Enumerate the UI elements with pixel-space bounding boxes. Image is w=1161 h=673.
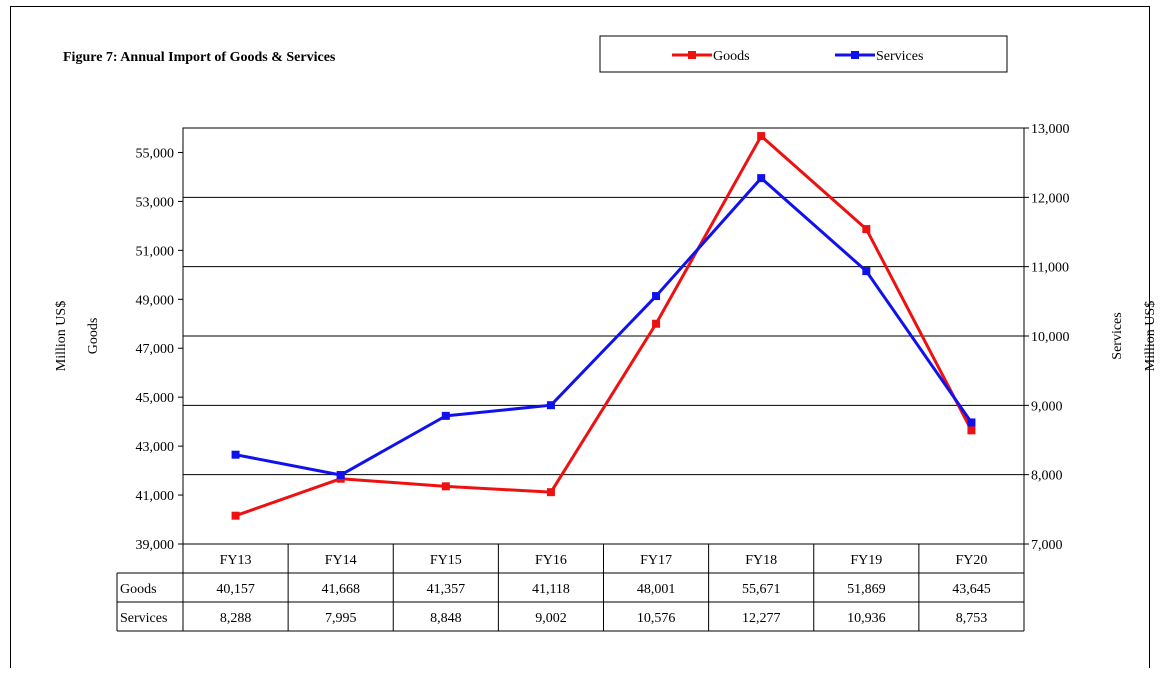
left-axis-title-line2: Goods bbox=[86, 318, 101, 355]
legend-marker-services bbox=[851, 51, 859, 59]
left-tick-label: 43,000 bbox=[136, 440, 175, 455]
category-label: FY17 bbox=[640, 553, 672, 568]
data-point-goods bbox=[546, 488, 555, 497]
table-cell: 43,645 bbox=[952, 582, 991, 597]
table-cell: 10,576 bbox=[637, 611, 676, 626]
table-cell: 8,753 bbox=[956, 611, 988, 626]
data-point-services bbox=[441, 411, 450, 420]
data-point-services bbox=[757, 174, 766, 183]
right-axis-title-line1: Services bbox=[1110, 312, 1125, 359]
left-tick-label: 47,000 bbox=[136, 342, 175, 357]
data-point-goods bbox=[862, 225, 871, 234]
category-label: FY19 bbox=[850, 553, 882, 568]
chart-frame bbox=[10, 6, 1150, 668]
table-cell: 55,671 bbox=[742, 582, 781, 597]
left-tick-label: 55,000 bbox=[136, 146, 175, 161]
table-row-label: Services bbox=[120, 611, 167, 626]
category-label: FY18 bbox=[745, 553, 777, 568]
right-tick-label: 11,000 bbox=[1031, 261, 1069, 276]
series-line-services bbox=[235, 176, 973, 477]
data-point-goods bbox=[967, 426, 976, 435]
legend-label-services: Services bbox=[876, 49, 923, 64]
legend: Goods Services bbox=[599, 35, 1008, 73]
left-tick-label: 45,000 bbox=[136, 391, 175, 406]
right-tick-label: 12,000 bbox=[1031, 191, 1070, 206]
table-cell: 12,277 bbox=[742, 611, 781, 626]
data-point-services bbox=[862, 267, 871, 276]
category-label: FY13 bbox=[220, 553, 252, 568]
right-tick-label: 13,000 bbox=[1031, 122, 1070, 137]
axis-titles: Million US$ Goods Services Million US$ bbox=[54, 301, 1158, 371]
data-point-goods bbox=[231, 511, 240, 520]
table-row-label: Goods bbox=[120, 582, 157, 597]
table-cell: 8,288 bbox=[220, 611, 252, 626]
left-tick-label: 53,000 bbox=[136, 195, 175, 210]
data-point-goods bbox=[441, 482, 450, 491]
category-label: FY16 bbox=[535, 553, 567, 568]
right-tick-label: 10,000 bbox=[1031, 330, 1070, 345]
left-axis-title-line1: Million US$ bbox=[54, 301, 69, 371]
data-point-services bbox=[546, 401, 555, 410]
category-label: FY15 bbox=[430, 553, 462, 568]
legend-label-goods: Goods bbox=[713, 49, 750, 64]
legend-marker-goods bbox=[688, 51, 696, 59]
data-point-goods bbox=[757, 132, 766, 141]
left-tick-label: 41,000 bbox=[136, 489, 175, 504]
right-axis-title-line2: Million US$ bbox=[1143, 301, 1158, 371]
right-tick-label: 7,000 bbox=[1031, 538, 1063, 553]
legend-box bbox=[599, 35, 1008, 73]
table-cell: 41,118 bbox=[532, 582, 570, 597]
table-cell: 41,357 bbox=[427, 582, 466, 597]
chart-title: Figure 7: Annual Import of Goods & Servi… bbox=[63, 50, 336, 65]
right-tick-label: 9,000 bbox=[1031, 399, 1063, 414]
right-tick-label: 8,000 bbox=[1031, 469, 1063, 484]
left-tick-label: 49,000 bbox=[136, 293, 175, 308]
category-label: FY14 bbox=[325, 553, 357, 568]
series-line-goods bbox=[235, 134, 973, 518]
data-point-services bbox=[967, 418, 976, 427]
data-table: FY13 FY14 FY15 FY16 FY17 FY18 FY19 FY20 Goods 40,… bbox=[116, 543, 1025, 632]
category-label: FY20 bbox=[955, 553, 987, 568]
table-cell: 9,002 bbox=[535, 611, 567, 626]
table-cell: 51,869 bbox=[847, 582, 886, 597]
table-cell: 48,001 bbox=[637, 582, 676, 597]
data-point-goods bbox=[652, 319, 661, 328]
table-cell: 8,848 bbox=[430, 611, 462, 626]
series-layer bbox=[231, 132, 976, 520]
table-cell: 7,995 bbox=[325, 611, 357, 626]
left-tick-label: 51,000 bbox=[136, 244, 175, 259]
gridlines bbox=[183, 127, 1024, 545]
data-point-services bbox=[336, 471, 345, 480]
table-cell: 41,668 bbox=[321, 582, 360, 597]
left-tick-label: 39,000 bbox=[136, 538, 175, 553]
data-point-services bbox=[231, 450, 240, 459]
table-cell: 40,157 bbox=[216, 582, 255, 597]
table-cell: 10,936 bbox=[847, 611, 886, 626]
right-axis: 7,000 8,000 9,000 10,000 11,000 12,000 13,000 bbox=[1024, 122, 1070, 553]
data-point-services bbox=[652, 292, 661, 301]
left-axis: 39,000 41,000 43,000 45,000 47,000 49,000 51,0… bbox=[136, 146, 183, 553]
